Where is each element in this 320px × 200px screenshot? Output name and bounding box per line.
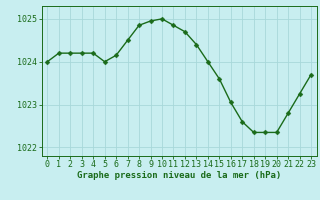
X-axis label: Graphe pression niveau de la mer (hPa): Graphe pression niveau de la mer (hPa) <box>77 171 281 180</box>
